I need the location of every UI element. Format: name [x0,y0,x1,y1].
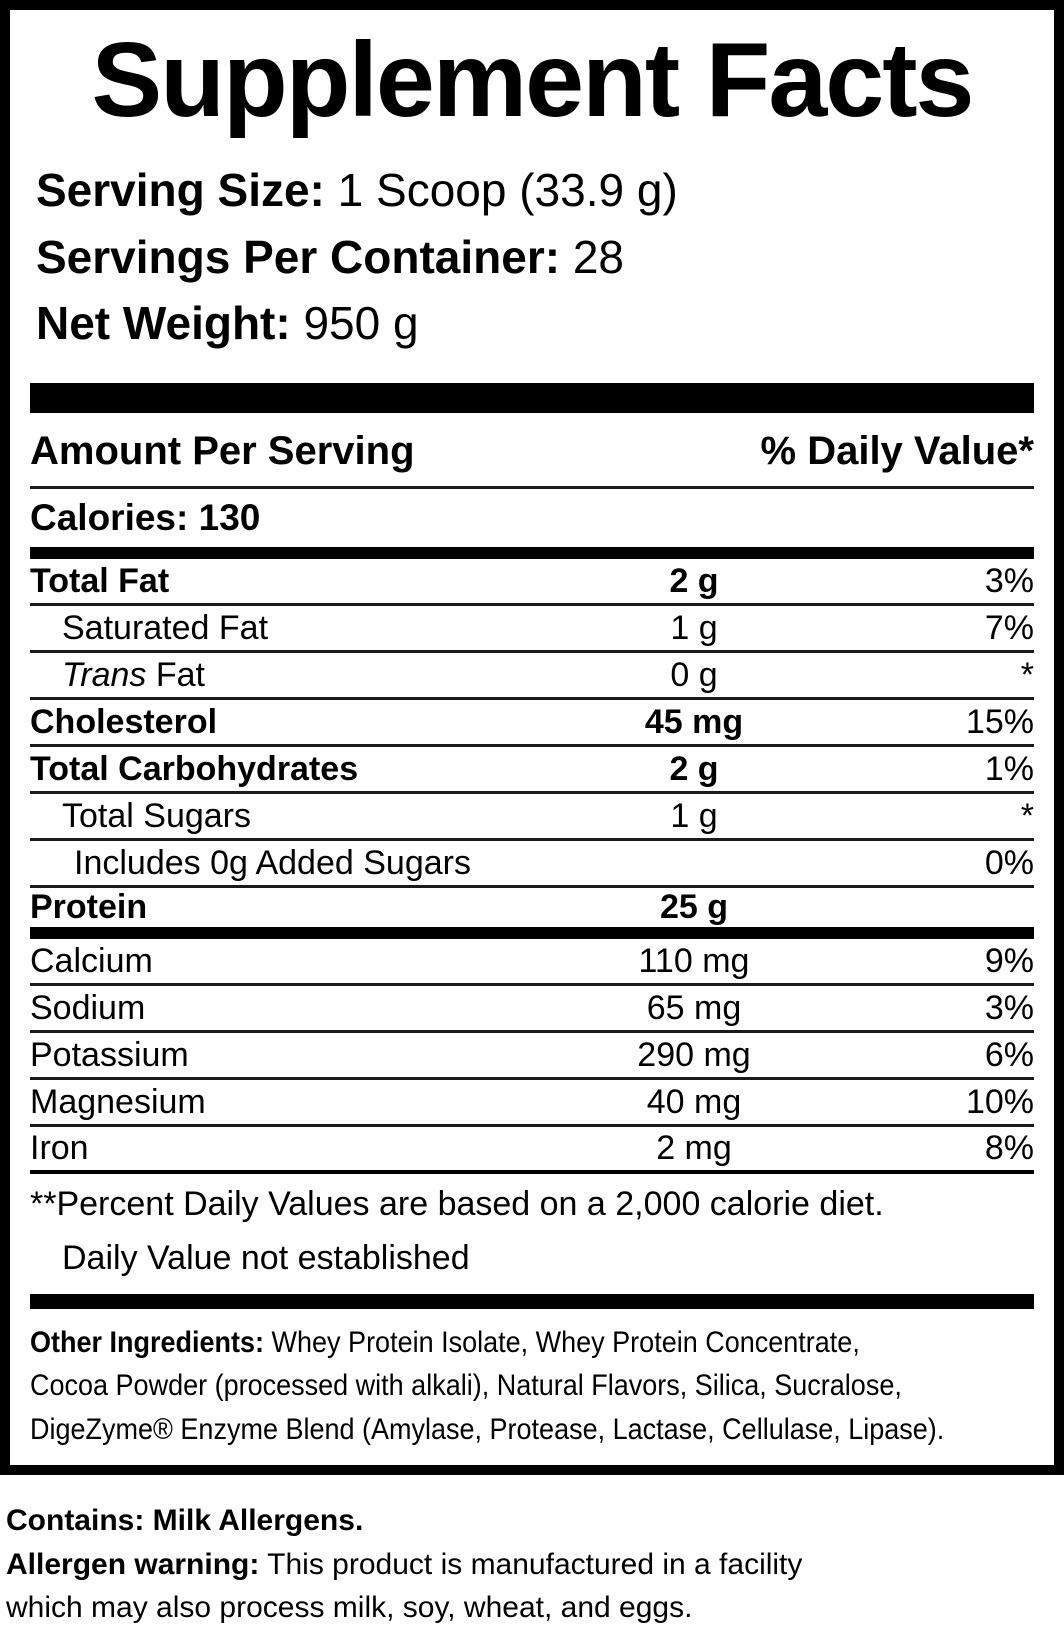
nutrient-name: Calcium [30,941,153,980]
nutrient-amount: 1 g [670,608,718,647]
serving-size-label: Serving Size: [36,164,325,217]
allergen-warning-line-2: which may also process milk, soy, wheat,… [6,1591,693,1625]
nutrient-amount: 65 mg [646,988,742,1027]
nutrient-dv: * [1020,796,1034,835]
nutrient-dv: 10% [965,1082,1034,1121]
other-ingredients-label: Other Ingredients: [30,1325,265,1359]
other-ingredients-text-3: DigeZyme® Enzyme Blend (Amylase, Proteas… [30,1412,945,1446]
nutrient-name: Iron [30,1129,89,1168]
section-divider-bar [30,383,1034,414]
nutrient-name: Total Fat [30,561,170,600]
nutrient-amount: 2 g [669,749,719,788]
servings-per-container-row: Servings Per Container: 28 [36,224,1034,291]
nutrient-row-calcium: Calcium 110 mg 9% [30,939,1034,987]
supplement-facts-panel: Supplement Facts Serving Size: 1 Scoop (… [0,0,1064,1476]
nutrient-amount: 110 mg [638,941,750,980]
nutrient-dv: 0% [984,843,1034,882]
serving-size-value: 1 Scoop (33.9 g) [337,164,678,217]
nutrient-amount: 2 g [669,561,719,600]
nutrient-name: Saturated Fat [62,608,269,647]
allergen-footer: Contains: Milk Allergens. Allergen warni… [6,1499,1064,1630]
nutrient-dv: 6% [984,1035,1034,1074]
serving-size-row: Serving Size: 1 Scoop (33.9 g) [36,157,1034,224]
nutrient-name: Protein [30,888,148,927]
nutrient-dv: 1% [984,749,1034,788]
contains-statement: Contains: Milk Allergens. [6,1504,364,1538]
nutrient-row-trans-fat: Trans Fat 0 g * [30,653,1034,701]
nutrient-dv: 15% [965,702,1034,741]
allergen-warning-label: Allergen warning: [6,1547,260,1581]
calories-row: Calories: 130 [30,489,1034,560]
nutrient-dv: 7% [984,608,1034,647]
other-ingredients-text-2: Cocoa Powder (processed with alkali), Na… [30,1369,902,1403]
nutrient-name: Magnesium [30,1082,206,1121]
other-ingredients-line-2: Cocoa Powder (processed with alkali), Na… [30,1364,934,1408]
nutrient-row-potassium: Potassium 290 mg 6% [30,1033,1034,1081]
allergen-warning-text: This product is manufactured in a facili… [267,1547,803,1581]
nutrient-name: Total Carbohydrates [30,749,359,788]
section-divider-bar-bottom [30,1293,1034,1309]
nutrient-amount: 25 g [659,888,729,927]
nutrient-name: Cholesterol [30,702,218,741]
net-weight-row: Net Weight: 950 g [36,290,1034,357]
nutrient-amount: 1 g [670,796,718,835]
nutrient-name-rest: Fat [155,655,205,694]
nutrient-amount: 290 mg [637,1035,751,1074]
nutrient-name-italic: Trans [62,655,147,694]
servings-per-container-label: Servings Per Container: [36,230,561,283]
nutrient-row-added-sugars: Includes 0g Added Sugars 0% [30,841,1034,889]
nutrient-row-protein: Protein 25 g [30,888,1034,940]
nutrient-amount: 2 mg [656,1129,732,1168]
net-weight-value: 950 g [303,297,419,350]
other-ingredients-line-3: DigeZyme® Enzyme Blend (Amylase, Proteas… [30,1408,944,1452]
nutrient-name: Potassium [30,1035,189,1074]
panel-title: Supplement Facts [91,21,975,139]
nutrient-row-cholesterol: Cholesterol 45 mg 15% [30,700,1034,748]
nutrient-dv: 9% [984,941,1034,980]
other-ingredients-line-1: Other Ingredients: Whey Protein Isolate,… [30,1321,934,1365]
nutrient-dv: * [1020,655,1034,694]
daily-value-header: % Daily Value* [760,429,1034,474]
nutrient-row-iron: Iron 2 mg 8% [30,1127,1034,1175]
nutrient-row-sodium: Sodium 65 mg 3% [30,986,1034,1034]
serving-info: Serving Size: 1 Scoop (33.9 g) Servings … [36,157,1034,357]
nutrient-name: Total Sugars [62,796,251,835]
other-ingredients-section: Other Ingredients: Whey Protein Isolate,… [30,1309,1034,1452]
nutrient-name: Sodium [30,988,146,1027]
nutrient-amount: 45 mg [644,702,744,741]
nutrient-dv: 3% [984,561,1034,600]
daily-value-footnote: **Percent Daily Values are based on a 2,… [30,1185,884,1224]
servings-per-container-value: 28 [572,230,624,283]
dv-not-established-footnote: Daily Value not established [62,1239,470,1278]
allergen-warning-line-1: Allergen warning: This product is manufa… [6,1543,1064,1587]
other-ingredients-text-1: Whey Protein Isolate, Whey Protein Conce… [271,1325,860,1359]
nutrient-amount: 40 mg [646,1082,742,1121]
nutrient-row-total-sugars: Total Sugars 1 g * [30,794,1034,842]
nutrient-row-total-fat: Total Fat 2 g 3% [30,559,1034,607]
nutrient-row-total-carbohydrates: Total Carbohydrates 2 g 1% [30,747,1034,795]
nutrient-name: Includes 0g Added Sugars [74,843,471,882]
nutrient-dv: 3% [984,988,1034,1027]
nutrient-dv: 8% [984,1129,1034,1168]
net-weight-label: Net Weight: [36,297,291,350]
table-column-header: Amount Per Serving % Daily Value* [30,413,1034,490]
nutrient-row-saturated-fat: Saturated Fat 1 g 7% [30,606,1034,654]
amount-per-serving-header: Amount Per Serving [30,429,415,474]
nutrient-row-magnesium: Magnesium 40 mg 10% [30,1080,1034,1128]
nutrient-amount: 0 g [670,655,718,694]
nutrient-name: Trans Fat [30,656,544,695]
